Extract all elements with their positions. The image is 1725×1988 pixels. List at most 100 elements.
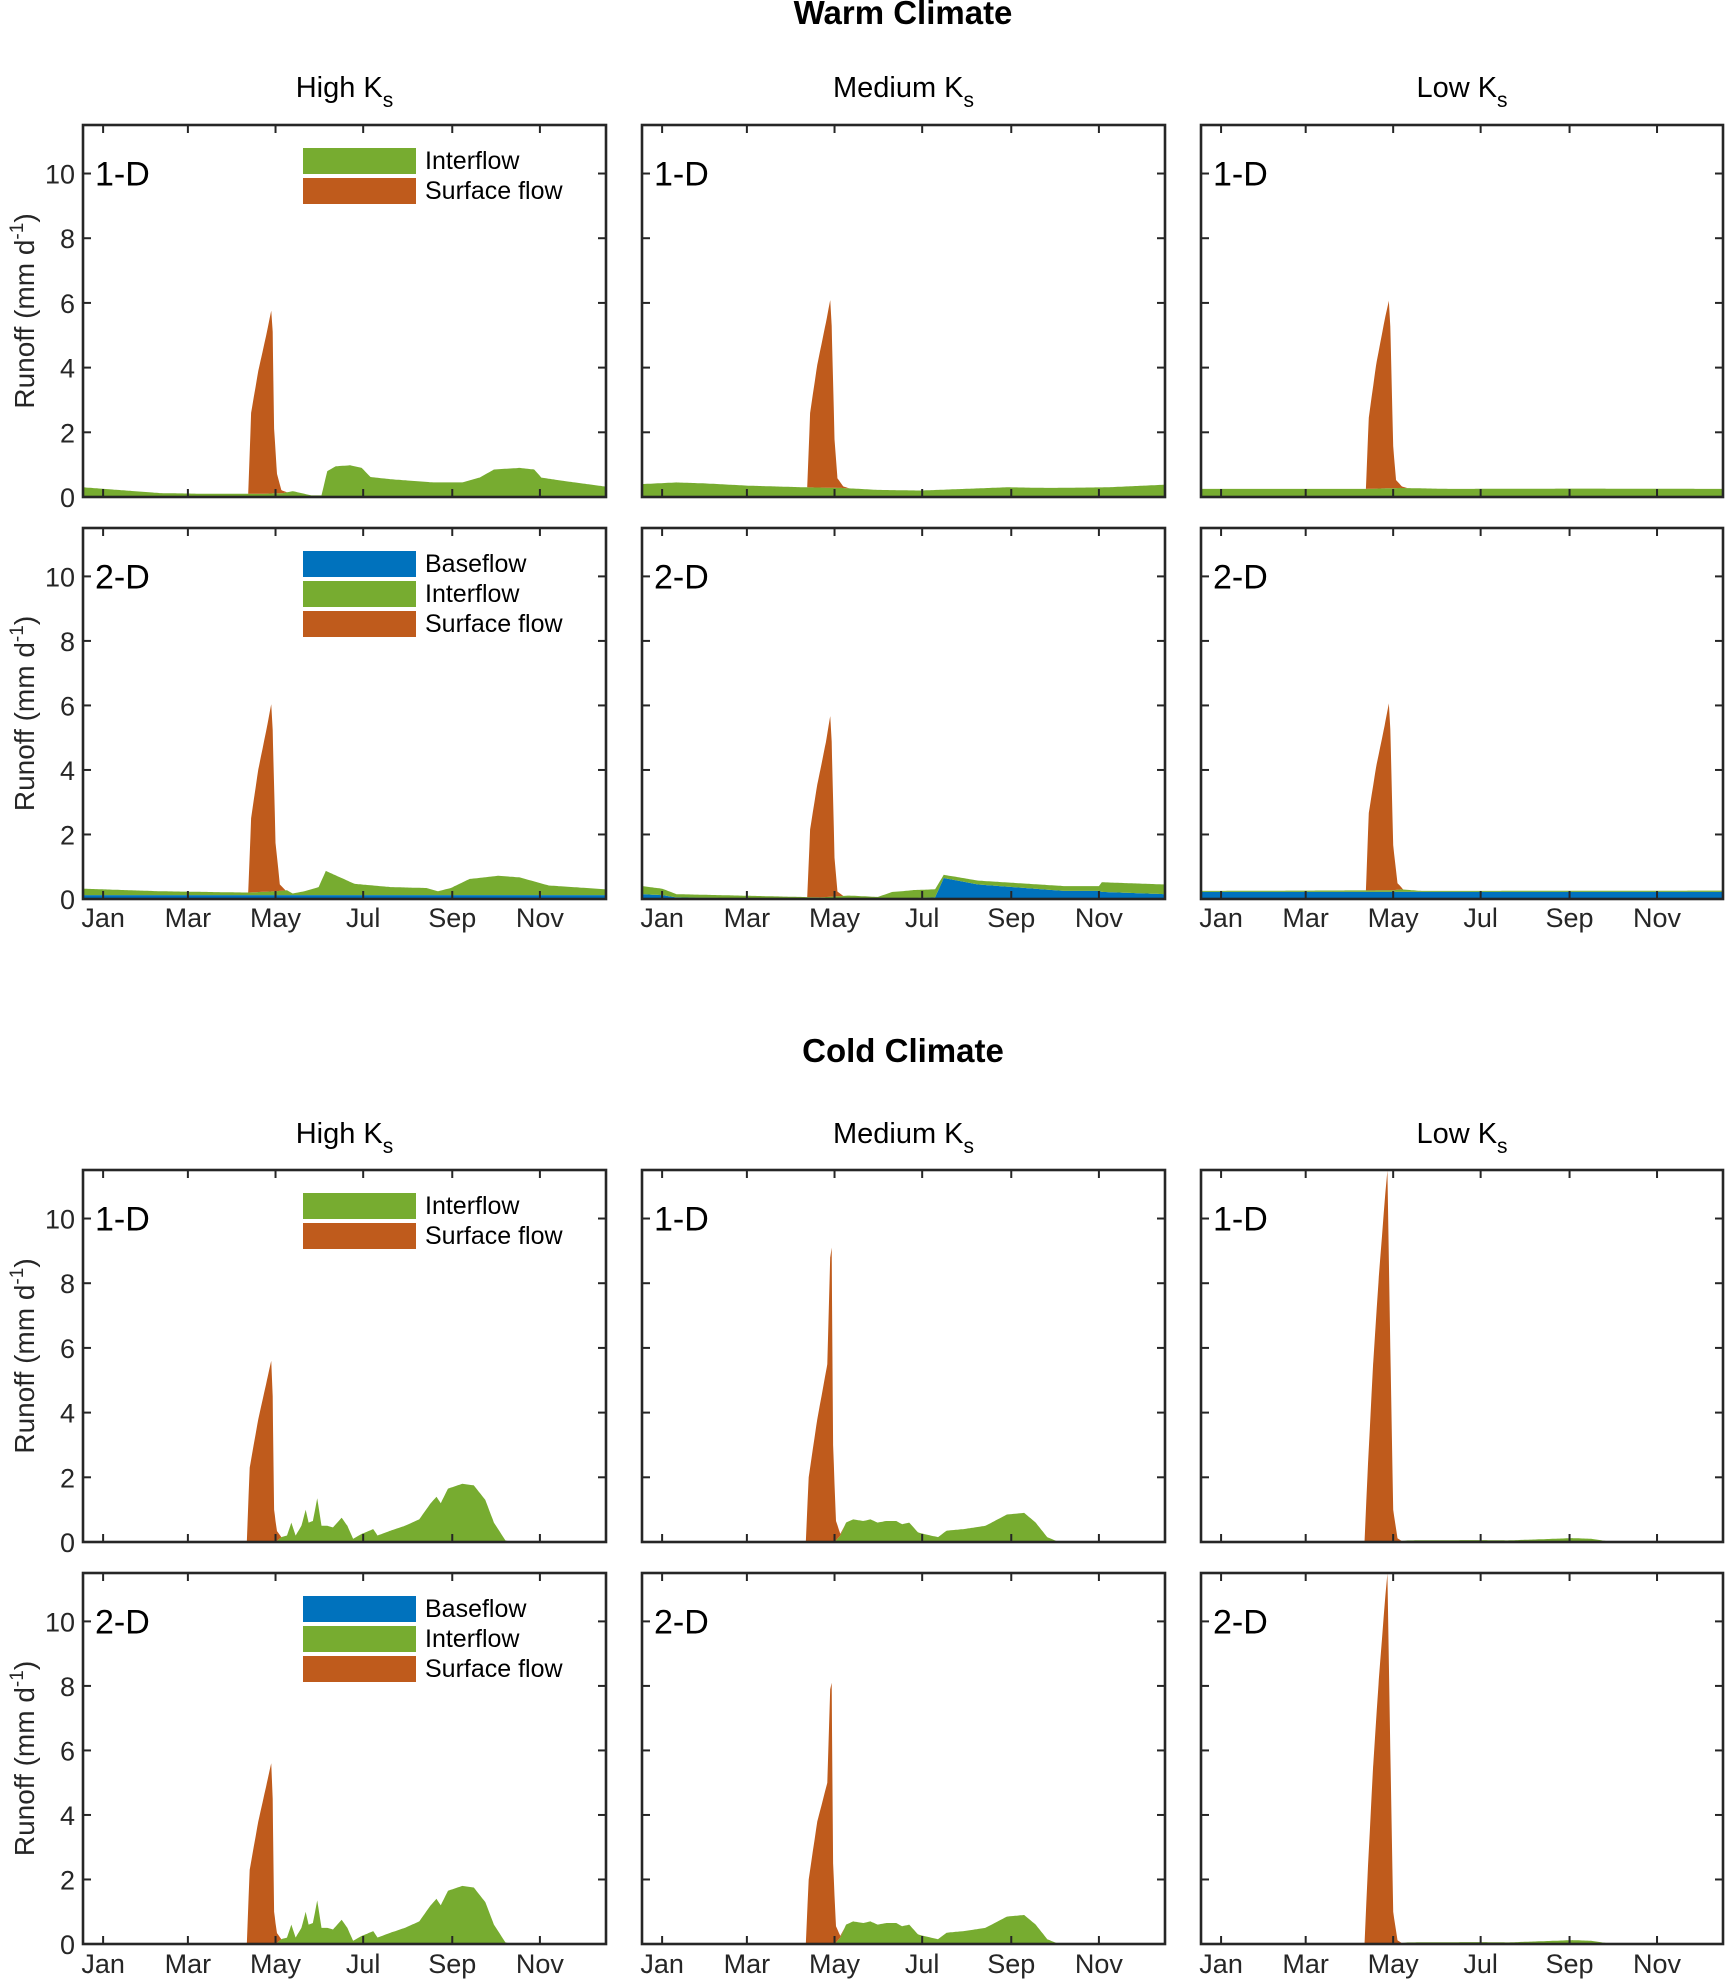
area-layer bbox=[1201, 1170, 1723, 1542]
surface-area bbox=[642, 1682, 1165, 1944]
x-tick-label: Jul bbox=[1463, 1949, 1498, 1979]
panel: 1-D bbox=[640, 123, 1167, 499]
legend-label-interflow: Interflow bbox=[425, 1625, 520, 1653]
panel-tag: 2-D bbox=[1213, 1603, 1268, 1641]
area-layer bbox=[642, 300, 1165, 497]
area-layer bbox=[1201, 1573, 1723, 1944]
legend-label-interflow: Interflow bbox=[425, 1192, 520, 1220]
y-tick-label: 6 bbox=[60, 691, 75, 721]
panel: Jan Mar May Jul Sep Nov 2-D bbox=[640, 1571, 1167, 1979]
interflow-area bbox=[83, 465, 606, 497]
y-axis-label: Runoff (mm d-1) bbox=[7, 1661, 40, 1856]
y-tick-label: 8 bbox=[60, 627, 75, 657]
y-tick-label: 6 bbox=[60, 289, 75, 319]
panel-tag: 2-D bbox=[654, 1603, 709, 1641]
column-title: Low Ks bbox=[1416, 72, 1507, 112]
legend-swatch-interflow bbox=[303, 148, 416, 174]
x-tick-label: Sep bbox=[1546, 1949, 1594, 1979]
y-tick-label: 0 bbox=[60, 483, 75, 513]
area-layer bbox=[83, 1763, 606, 1944]
y-tick-label: 6 bbox=[60, 1334, 75, 1364]
y-tick-label: 4 bbox=[60, 354, 75, 384]
area-layer bbox=[83, 1360, 606, 1542]
x-tick-label: Jan bbox=[640, 1949, 684, 1979]
x-tick-label: Nov bbox=[1633, 1949, 1682, 1979]
x-tick-label: Mar bbox=[165, 1949, 212, 1979]
axes-frame bbox=[1199, 1168, 1725, 1544]
panel: 1-D bbox=[640, 1168, 1167, 1544]
panel-tag: 1-D bbox=[1213, 1201, 1268, 1239]
panel-tag: 1-D bbox=[95, 1201, 150, 1239]
surface-area bbox=[1201, 300, 1723, 489]
y-axis-label: Runoff (mm d-1) bbox=[7, 213, 40, 408]
interflow-area bbox=[83, 1885, 606, 1944]
axes-frame bbox=[81, 1571, 608, 1946]
interflow-area bbox=[83, 1483, 606, 1542]
legend-label-surface: Surface flow bbox=[425, 1655, 564, 1683]
axes-frame bbox=[640, 526, 1167, 901]
panel-tag: 2-D bbox=[95, 1603, 150, 1641]
y-tick-label: 4 bbox=[60, 1399, 75, 1429]
surface-area bbox=[1201, 1170, 1723, 1542]
x-tick-label: Sep bbox=[428, 903, 476, 933]
x-tick-label: May bbox=[1368, 903, 1420, 933]
legend-swatch-surface bbox=[303, 1656, 416, 1682]
legend-swatch-interflow bbox=[303, 1626, 416, 1652]
x-tick-label: Jul bbox=[905, 903, 940, 933]
y-tick-label: 0 bbox=[60, 1528, 75, 1558]
y-tick-label: 6 bbox=[60, 1736, 75, 1766]
x-tick-label: Mar bbox=[1282, 1949, 1329, 1979]
area-layer bbox=[83, 310, 606, 497]
panel: 1-D bbox=[1199, 123, 1725, 499]
y-tick-label: 10 bbox=[45, 562, 75, 592]
x-tick-label: May bbox=[809, 903, 861, 933]
legend-label-interflow: Interflow bbox=[425, 147, 520, 175]
area-layer bbox=[1201, 703, 1723, 899]
column-title: Medium Ks bbox=[833, 1118, 974, 1158]
y-axis-label: Runoff (mm d-1) bbox=[7, 616, 40, 811]
panel-tag: 1-D bbox=[95, 156, 150, 194]
axes-frame bbox=[81, 123, 608, 499]
legend-swatch-baseflow bbox=[303, 551, 416, 577]
panel: Jan Mar May Jul Sep Nov 2-D bbox=[1199, 1571, 1725, 1979]
legend-label-baseflow: Baseflow bbox=[425, 1595, 527, 1623]
y-tick-label: 8 bbox=[60, 224, 75, 254]
x-tick-label: Jan bbox=[1199, 1949, 1243, 1979]
y-tick-label: 8 bbox=[60, 1672, 75, 1702]
axes-frame bbox=[640, 1168, 1167, 1544]
legend-label-interflow: Interflow bbox=[425, 580, 520, 608]
panel-tag: 2-D bbox=[1213, 558, 1268, 596]
x-tick-label: May bbox=[809, 1949, 861, 1979]
legend-swatch-baseflow bbox=[303, 1596, 416, 1622]
x-tick-label: Jul bbox=[346, 1949, 381, 1979]
y-tick-label: 4 bbox=[60, 1801, 75, 1831]
interflow-area bbox=[1201, 487, 1723, 497]
axes-frame bbox=[81, 526, 608, 901]
area-layer bbox=[642, 716, 1165, 899]
interflow-area bbox=[642, 1512, 1165, 1542]
legend-swatch-surface bbox=[303, 178, 416, 204]
axes-frame bbox=[640, 1571, 1167, 1946]
y-tick-label: 8 bbox=[60, 1269, 75, 1299]
surface-area bbox=[642, 716, 1165, 898]
interflow-area bbox=[642, 874, 1165, 899]
panel: Jan Mar May Jul Sep Nov 0 2 4 6 8 10 2-D BaseflowInte… bbox=[45, 526, 608, 933]
x-tick-label: Sep bbox=[987, 903, 1035, 933]
y-tick-label: 2 bbox=[60, 418, 75, 448]
surface-area bbox=[1201, 1573, 1723, 1944]
column-title: Low Ks bbox=[1416, 1118, 1507, 1158]
panel: Jan Mar May Jul Sep Nov 2-D bbox=[640, 526, 1167, 933]
x-tick-label: Nov bbox=[516, 903, 565, 933]
x-tick-label: Jul bbox=[1463, 903, 1498, 933]
panel-tag: 1-D bbox=[1213, 156, 1268, 194]
block-title: Warm Climate bbox=[794, 0, 1013, 31]
y-tick-label: 2 bbox=[60, 1865, 75, 1895]
axes-frame bbox=[1199, 123, 1725, 499]
baseflow-area bbox=[1201, 891, 1723, 899]
x-tick-label: Mar bbox=[1282, 903, 1329, 933]
x-tick-label: Jan bbox=[81, 903, 125, 933]
